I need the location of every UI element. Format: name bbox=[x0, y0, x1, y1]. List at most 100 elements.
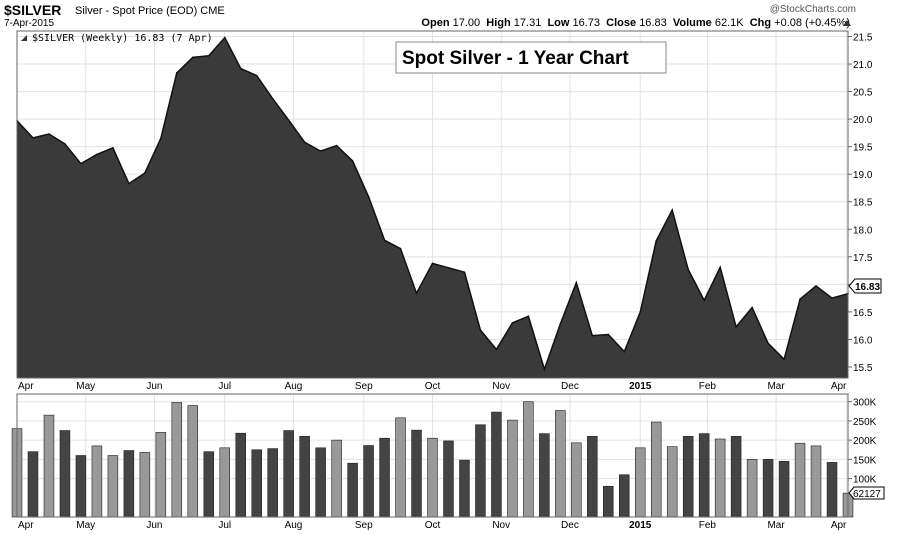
volume-y-label: 250K bbox=[853, 417, 877, 428]
volume-bar bbox=[523, 401, 534, 518]
volume-panel-border bbox=[16, 393, 849, 518]
volume-bar bbox=[826, 462, 838, 518]
volume-bar bbox=[411, 429, 422, 518]
volume-bar bbox=[187, 405, 199, 518]
volume-bar bbox=[746, 459, 758, 518]
last-volume-frame bbox=[848, 486, 885, 500]
volume-bar bbox=[59, 430, 71, 518]
volume-y-axis: 100K 150K 200K 250K 300K bbox=[848, 398, 877, 486]
volume-bar bbox=[650, 421, 662, 518]
volume-bar bbox=[139, 452, 151, 518]
close-value: 16.83 bbox=[639, 17, 667, 29]
price-x-label: Jun bbox=[146, 381, 162, 392]
volume-bar bbox=[347, 462, 358, 518]
volume-value: 62.1K bbox=[714, 17, 744, 29]
volume-bar bbox=[363, 445, 374, 518]
price-y-label: 20.0 bbox=[853, 115, 873, 126]
volume-bar bbox=[315, 447, 326, 518]
volume-bar bbox=[666, 446, 678, 518]
volume-bar bbox=[587, 435, 598, 518]
volume-x-label: Dec bbox=[561, 520, 579, 531]
price-y-label: 21.5 bbox=[853, 33, 873, 44]
price-x-label: Nov bbox=[492, 381, 510, 392]
legend-label: $SILVER (Weekly) 16.83 (7 Apr) bbox=[32, 33, 213, 44]
up-arrow-icon bbox=[843, 20, 851, 26]
title-box-frame bbox=[395, 41, 667, 74]
volume-bar bbox=[43, 414, 55, 518]
volume-bar bbox=[475, 424, 486, 518]
volume-bar bbox=[682, 435, 694, 518]
volume-bar bbox=[762, 459, 774, 518]
volume-bar bbox=[459, 459, 470, 518]
volume-bar bbox=[283, 430, 294, 518]
chart-date: 7-Apr-2015 bbox=[4, 18, 55, 29]
price-x-label: 2015 bbox=[629, 381, 652, 392]
price-line bbox=[16, 36, 849, 372]
price-y-label: 19.5 bbox=[853, 143, 873, 154]
price-y-label: 18.0 bbox=[853, 225, 873, 236]
price-y-label: 21.0 bbox=[853, 60, 873, 71]
volume-x-axis: Apr May Jun Jul Aug Sep Oct Nov Dec 2015 Feb Mar Apr bbox=[18, 520, 847, 531]
last-price-marker: 16.83 bbox=[848, 278, 882, 294]
volume-x-label: 2015 bbox=[629, 520, 652, 531]
price-x-label: Aug bbox=[285, 381, 303, 392]
volume-y-label: 150K bbox=[853, 455, 877, 466]
volume-x-label: Sep bbox=[355, 520, 373, 531]
brand-watermark: @StockCharts.com bbox=[769, 4, 856, 15]
price-y-label: 16.0 bbox=[853, 335, 873, 346]
symbol-description: Silver - Spot Price (EOD) CME bbox=[75, 5, 225, 17]
volume-bar bbox=[155, 432, 167, 518]
volume-x-label: Jun bbox=[146, 520, 162, 531]
volume-bar bbox=[714, 438, 726, 518]
last-price-label: 16.83 bbox=[855, 282, 880, 293]
last-volume-marker: 62127 bbox=[848, 486, 885, 500]
volume-x-label: Nov bbox=[492, 520, 510, 531]
price-y-label: 20.5 bbox=[853, 88, 873, 99]
volume-bar bbox=[299, 435, 310, 518]
price-x-label: Apr bbox=[18, 381, 34, 392]
price-x-label: May bbox=[76, 381, 95, 392]
price-x-axis: Apr May Jun Jul Aug Sep Oct Nov Dec 2015 Feb Mar Apr bbox=[18, 381, 847, 392]
price-x-label: Dec bbox=[561, 381, 579, 392]
volume-x-label: Mar bbox=[767, 520, 785, 531]
volume-bar bbox=[379, 437, 390, 518]
volume-bar bbox=[619, 474, 630, 518]
volume-x-label: Jul bbox=[218, 520, 231, 531]
volume-x-label: Oct bbox=[425, 520, 441, 531]
low-value: 16.73 bbox=[572, 17, 601, 29]
symbol-title: $SILVER bbox=[4, 2, 62, 18]
volume-bar bbox=[427, 437, 438, 518]
chart-title: Spot Silver - 1 Year Chart bbox=[402, 48, 629, 69]
volume-bar bbox=[555, 410, 566, 518]
price-area bbox=[17, 37, 848, 378]
volume-x-label: May bbox=[76, 520, 95, 531]
price-x-label: Oct bbox=[425, 381, 441, 392]
volume-bar bbox=[778, 460, 790, 518]
volume-bar bbox=[634, 447, 646, 518]
volume-bar bbox=[539, 433, 550, 518]
volume-bar bbox=[810, 445, 822, 518]
volume-bar bbox=[491, 411, 502, 518]
volume-bar bbox=[794, 442, 806, 518]
price-x-label: Apr bbox=[831, 381, 847, 392]
volume-bar bbox=[123, 450, 135, 518]
price-y-label: 15.5 bbox=[853, 363, 873, 374]
volume-y-label: 100K bbox=[853, 475, 877, 486]
volume-bar bbox=[107, 455, 119, 518]
volume-bar bbox=[507, 419, 518, 518]
quote-summary: Open 17.00 High 17.31 Low 16.73 Close 16… bbox=[421, 17, 850, 29]
volume-x-label: Apr bbox=[18, 520, 34, 531]
last-price-frame bbox=[848, 278, 882, 294]
volume-bar bbox=[91, 445, 103, 518]
volume-y-label: 200K bbox=[853, 436, 877, 447]
high-value: 17.31 bbox=[513, 17, 542, 29]
price-y-label: 16.5 bbox=[853, 308, 873, 319]
volume-bar bbox=[75, 455, 87, 518]
legend: $SILVER (Weekly) 16.83 (7 Apr) bbox=[21, 33, 213, 44]
price-y-label: 19.0 bbox=[853, 170, 873, 181]
volume-bar bbox=[203, 451, 215, 518]
price-x-label: Feb bbox=[699, 381, 717, 392]
volume-bar bbox=[27, 451, 39, 518]
chart-title-box: Spot Silver - 1 Year Chart bbox=[395, 41, 667, 74]
price-x-label: Jul bbox=[218, 381, 231, 392]
